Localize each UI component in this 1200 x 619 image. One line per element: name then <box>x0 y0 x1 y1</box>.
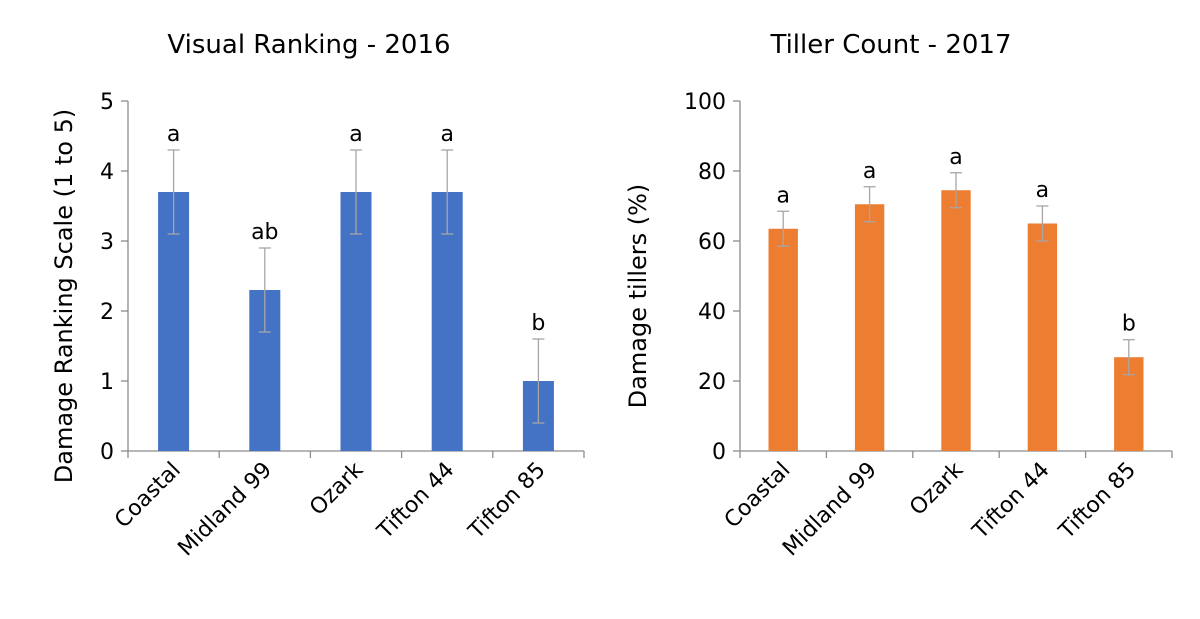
bars <box>158 192 554 451</box>
chart-visual-ranking: Visual Ranking - 2016 Damage Ranking Sca… <box>50 30 585 561</box>
category-label: Ozark <box>905 457 968 520</box>
y-tick-label: 80 <box>698 160 726 185</box>
bar <box>340 192 372 451</box>
y-tick-label: 1 <box>100 370 114 395</box>
y-tick-labels: 0 1 2 3 4 5 <box>100 90 114 465</box>
significance-label: a <box>949 145 962 170</box>
y-tick-label: 40 <box>698 300 726 325</box>
category-label: Coastal <box>720 458 796 534</box>
y-tick-label: 100 <box>684 90 726 115</box>
y-tick-label: 5 <box>100 90 114 115</box>
category-label: Midland 99 <box>173 458 277 562</box>
y-axis-label: Damage tillers (%) <box>624 184 652 409</box>
bar <box>768 228 798 451</box>
significance-label: a <box>440 122 453 147</box>
bar <box>941 190 971 451</box>
significance-label: a <box>1036 178 1049 203</box>
error-bars <box>777 172 1135 376</box>
category-label: Tifton 44 <box>967 458 1054 545</box>
chart-title: Visual Ranking - 2016 <box>167 30 450 60</box>
significance-label: b <box>1122 312 1136 337</box>
significance-label: a <box>776 183 789 208</box>
chart-title: Tiller Count - 2017 <box>770 30 1012 60</box>
category-label: Coastal <box>110 458 186 534</box>
significance-label: a <box>349 122 362 147</box>
category-label: Tifton 85 <box>1054 458 1141 545</box>
y-tick-label: 0 <box>100 440 114 465</box>
y-tick-labels: 0 20 40 60 80 100 <box>684 90 726 465</box>
bar <box>431 192 463 451</box>
axes <box>121 100 585 458</box>
bars <box>768 190 1144 451</box>
significance-label: ab <box>251 220 278 245</box>
bar <box>1027 223 1058 451</box>
significance-label: a <box>863 159 876 184</box>
y-tick-label: 60 <box>698 230 726 255</box>
category-label: Midland 99 <box>778 458 882 562</box>
bar <box>158 192 190 451</box>
category-label: Tifton 44 <box>372 458 459 545</box>
y-tick-label: 2 <box>100 300 114 325</box>
significance-label: a <box>167 122 180 147</box>
significance-labels: a a a a b <box>776 145 1135 337</box>
significance-label: b <box>531 311 545 336</box>
y-tick-label: 3 <box>100 230 114 255</box>
y-tick-label: 4 <box>100 160 114 185</box>
category-label: Tifton 85 <box>463 458 550 545</box>
category-label: Ozark <box>305 457 368 520</box>
y-axis-label: Damage Ranking Scale (1 to 5) <box>50 109 78 483</box>
chart-tiller-count: Tiller Count - 2017 Damage tillers (%) 0… <box>624 30 1173 561</box>
y-tick-label: 20 <box>698 370 726 395</box>
error-bars <box>167 149 545 424</box>
bar <box>854 204 885 451</box>
y-tick-label: 0 <box>712 440 726 465</box>
